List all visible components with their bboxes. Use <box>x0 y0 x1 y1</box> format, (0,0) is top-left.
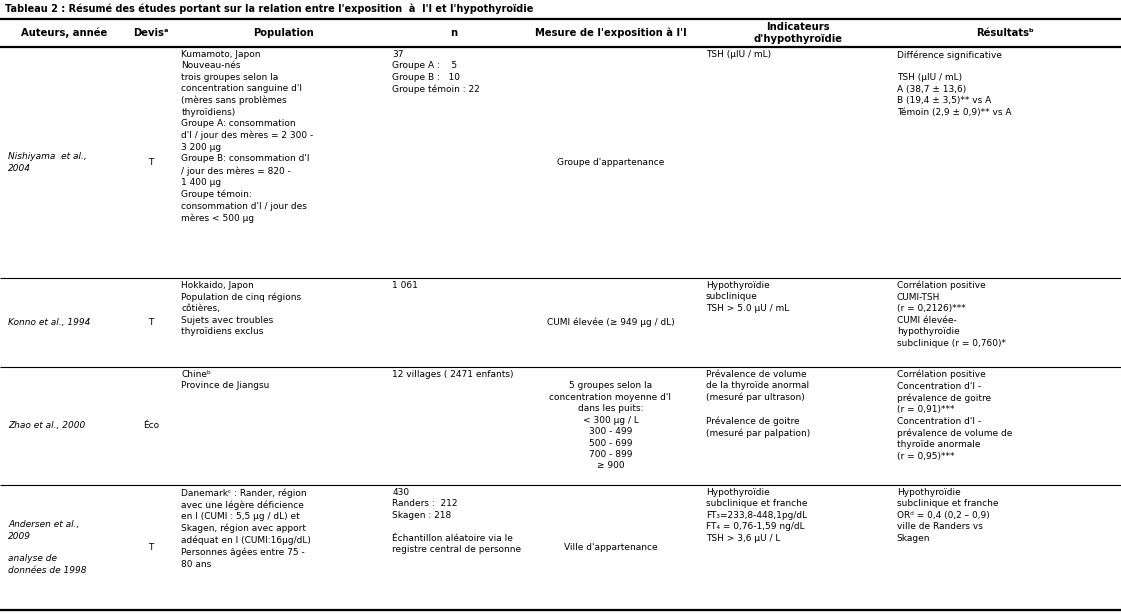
Text: Groupe d'appartenance: Groupe d'appartenance <box>557 158 664 167</box>
Text: 430
Randers :  212
Skagen : 218

Échantillon aléatoire via le
registre central d: 430 Randers : 212 Skagen : 218 Échantill… <box>392 488 521 554</box>
Text: Devisᵃ: Devisᵃ <box>133 28 169 38</box>
Text: Nishiyama  et al.,
2004: Nishiyama et al., 2004 <box>8 152 86 173</box>
Text: T: T <box>148 543 154 552</box>
Text: TSH (μIU / mL): TSH (μIU / mL) <box>706 50 771 59</box>
Text: Mesure de l'exposition à l'I: Mesure de l'exposition à l'I <box>535 28 686 38</box>
Text: Kumamoto, Japon
Nouveau-nés
trois groupes selon la
concentration sanguine d'I
(m: Kumamoto, Japon Nouveau-nés trois groupe… <box>182 50 314 223</box>
Text: T: T <box>148 318 154 327</box>
Text: Zhao et al., 2000: Zhao et al., 2000 <box>8 421 85 430</box>
Text: 1 061: 1 061 <box>392 281 418 290</box>
Text: Hypothyroïdie
subclinique
TSH > 5.0 μU / mL: Hypothyroïdie subclinique TSH > 5.0 μU /… <box>706 281 789 313</box>
Text: Résultatsᵇ: Résultatsᵇ <box>976 28 1034 38</box>
Text: Konno et al., 1994: Konno et al., 1994 <box>8 318 91 327</box>
Text: 12 villages ( 2471 enfants): 12 villages ( 2471 enfants) <box>392 370 513 379</box>
Text: Indicateurs
d'hypothyroïdie: Indicateurs d'hypothyroïdie <box>753 22 843 44</box>
Text: Chineᵇ
Province de Jiangsu: Chineᵇ Province de Jiangsu <box>182 370 270 391</box>
Text: T: T <box>148 158 154 167</box>
Text: Auteurs, année: Auteurs, année <box>21 28 108 38</box>
Text: CUMI élevée (≥ 949 μg / dL): CUMI élevée (≥ 949 μg / dL) <box>547 317 675 327</box>
Text: 37
Groupe A :    5
Groupe B :   10
Groupe témoin : 22: 37 Groupe A : 5 Groupe B : 10 Groupe tém… <box>392 50 480 94</box>
Text: n: n <box>451 28 457 38</box>
Text: Corrélation positive
CUMI-TSH
(r = 0,2126)***
CUMI élevée-
hypothyroïdie
subclin: Corrélation positive CUMI-TSH (r = 0,212… <box>897 281 1006 348</box>
Text: Prévalence de volume
de la thyroïde anormal
(mesuré par ultrason)

Prévalence de: Prévalence de volume de la thyroïde anor… <box>706 370 810 438</box>
Text: Andersen et al.,
2009

analyse de
données de 1998: Andersen et al., 2009 analyse de données… <box>8 520 86 575</box>
Text: Corrélation positive
Concentration d'I -
prévalence de goitre
(r = 0,91)***
Conc: Corrélation positive Concentration d'I -… <box>897 370 1012 460</box>
Text: Population: Population <box>253 28 314 38</box>
Text: Danemarkᶜ : Rander, région
avec une légère déficience
en I (CUMI : 5,5 μg / dL) : Danemarkᶜ : Rander, région avec une légè… <box>182 488 312 569</box>
Text: Ville d'appartenance: Ville d'appartenance <box>564 543 657 552</box>
Text: Tableau 2 : Résumé des études portant sur la relation entre l'exposition  à  l'I: Tableau 2 : Résumé des études portant su… <box>4 3 534 14</box>
Text: Hypothyroïdie
subclinique et franche
FT₃=233,8-448,1pg/dL
FT₄ = 0,76-1,59 ng/dL
: Hypothyroïdie subclinique et franche FT₃… <box>706 488 807 543</box>
Text: Hypothyroïdie
subclinique et franche
ORᵈ = 0,4 (0,2 – 0,9)
ville de Randers vs
S: Hypothyroïdie subclinique et franche ORᵈ… <box>897 488 999 543</box>
Text: Différence significative

TSH (μIU / mL)
A (38,7 ± 13,6)
B (19,4 ± 3,5)** vs A
T: Différence significative TSH (μIU / mL) … <box>897 50 1011 117</box>
Text: Éco: Éco <box>143 421 159 430</box>
Text: Hokkaido, Japon
Population de cinq régions
côtières,
Sujets avec troubles
thyroï: Hokkaido, Japon Population de cinq régio… <box>182 281 302 336</box>
Text: 5 groupes selon la
concentration moyenne d'I
dans les puits:
< 300 μg / L
300 - : 5 groupes selon la concentration moyenne… <box>549 381 671 470</box>
